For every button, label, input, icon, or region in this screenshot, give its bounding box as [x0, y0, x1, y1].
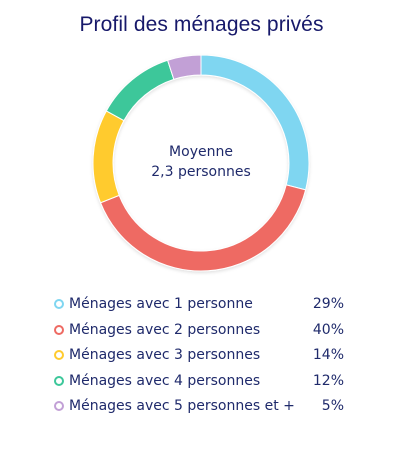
- legend-swatch: [54, 299, 64, 309]
- legend-value: 14%: [312, 347, 344, 363]
- legend-label: Ménages avec 3 personnes: [69, 347, 261, 363]
- donut-slices: [92, 54, 310, 272]
- donut-slice: [105, 59, 175, 122]
- legend-value: 29%: [312, 296, 344, 312]
- donut-slice: [99, 184, 307, 272]
- legend-swatch: [54, 375, 64, 386]
- legend-value: 12%: [312, 372, 344, 389]
- legend-swatch: [54, 401, 64, 411]
- legend-item: Ménages avec 2 personnes 40%: [54, 320, 354, 346]
- donut-slice: [92, 110, 125, 204]
- legend-swatch: [54, 350, 64, 360]
- legend-value: 5%: [321, 398, 344, 414]
- legend-item: Ménages avec 4 personnes 12%: [54, 371, 354, 397]
- legend-label: Ménages avec 2 personnes: [69, 321, 261, 338]
- legend-item: Ménages avec 3 personnes 14%: [54, 345, 354, 371]
- legend-item: Ménages avec 5 personnes et + 5%: [54, 396, 354, 422]
- donut-slice: [166, 54, 202, 80]
- legend-label: Ménages avec 1 personne: [69, 296, 253, 312]
- chart-legend: Ménages avec 1 personne 29% Ménages avec 2…: [54, 294, 354, 422]
- chart-title: Profil des ménages privés: [79, 13, 324, 36]
- center-label-line-1: Moyenne: [169, 144, 233, 160]
- legend-value: 40%: [312, 321, 344, 338]
- legend-label: Ménages avec 5 personnes et +: [69, 398, 295, 414]
- legend-swatch: [54, 324, 64, 335]
- center-label-line-2: 2,3 personnes: [151, 164, 250, 180]
- legend-item: Ménages avec 1 personne 29%: [54, 294, 354, 320]
- legend-label: Ménages avec 4 personnes: [69, 372, 261, 389]
